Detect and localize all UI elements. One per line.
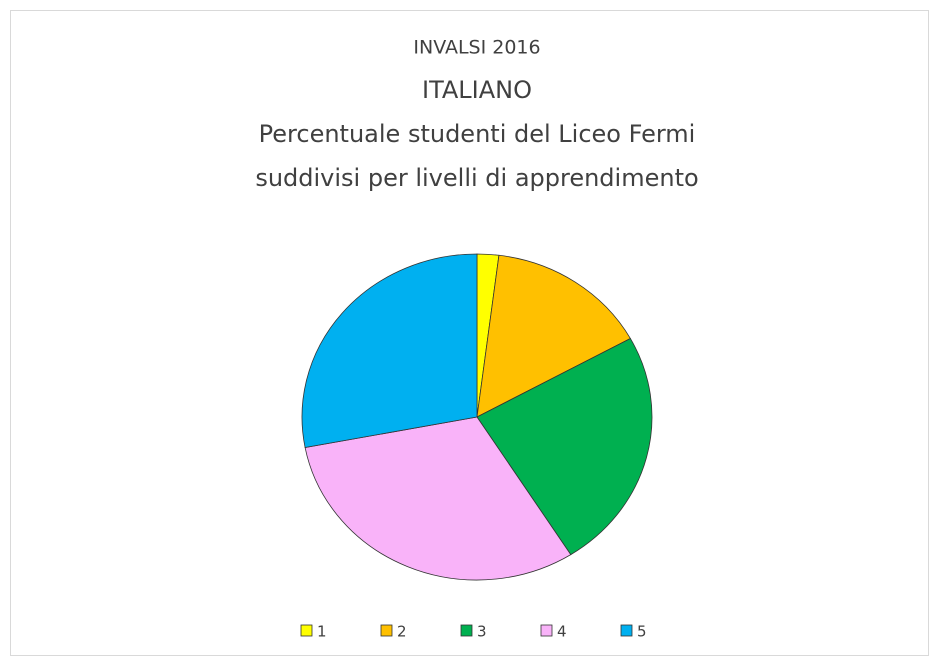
chart-title: INVALSI 2016 [413,37,540,59]
legend-label: 3 [477,623,487,641]
legend-swatch [620,624,633,637]
legend-swatch [380,624,393,637]
legend-label: 4 [557,623,567,641]
legend-swatch [300,624,313,637]
pie-slice [476,337,653,556]
pie-slice [476,254,631,418]
legend-swatch [540,624,553,637]
legend-label: 1 [317,623,327,641]
legend-label: 5 [637,623,647,641]
pie-slice [304,416,572,581]
chart-subtitle: Percentuale studenti del Liceo Fermi [259,120,696,148]
legend-swatch [460,624,473,637]
chart-subtitle: suddivisi per livelli di apprendimento [255,164,698,192]
legend-label: 2 [397,623,407,641]
chart-subtitle: ITALIANO [422,76,532,104]
pie-slice [301,253,478,449]
